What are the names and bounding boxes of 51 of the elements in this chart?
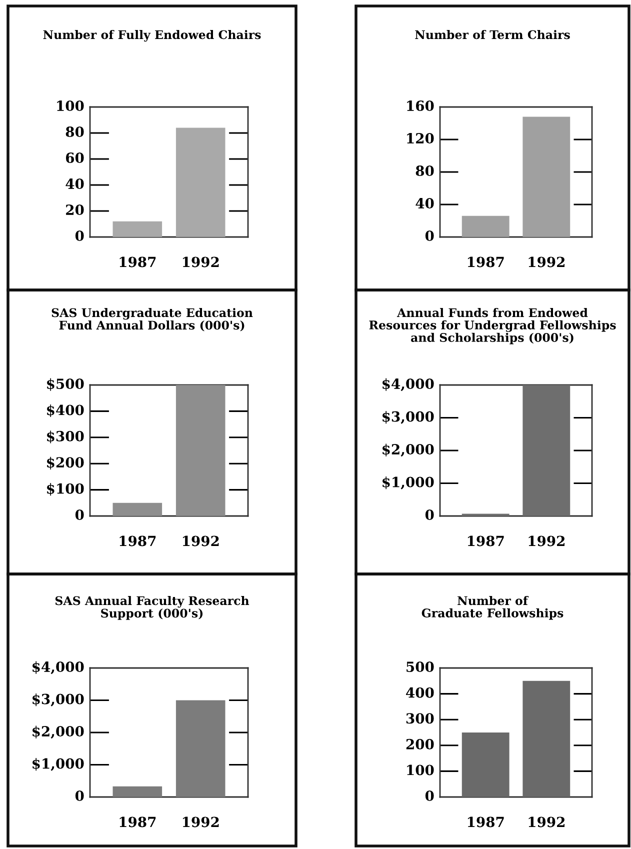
y-tick-label: 100 [57, 100, 84, 112]
y-tick-label: $200 [47, 456, 84, 470]
y-tick-label: $3,000 [382, 411, 434, 424]
y-tick-label: 0 [75, 790, 84, 802]
y-tick-label: $4,000 [382, 378, 434, 392]
y-tick-label: 120 [407, 133, 434, 144]
x-tick-label: 1992 [182, 256, 219, 268]
y-tick-label: $1,000 [382, 476, 434, 490]
y-tick-label: 0 [75, 230, 84, 242]
x-tick-label: 1987 [468, 536, 504, 546]
y-tick-label: $4,000 [32, 661, 84, 674]
x-tick-label: 1987 [468, 256, 504, 268]
y-tick-label: 400 [406, 687, 434, 698]
y-tick-label: $300 [47, 430, 84, 444]
y-tick-label: $100 [47, 483, 84, 496]
y-tick-label: 300 [406, 713, 434, 724]
y-tick-label: 100 [407, 764, 434, 776]
y-tick-label: $400 [47, 404, 84, 418]
y-tick-label: 0 [425, 230, 434, 242]
y-tick-label: 80 [416, 166, 434, 176]
x-tick-label: 1987 [120, 536, 156, 546]
y-tick-label: 40 [416, 198, 434, 209]
y-tick-label: 160 [407, 100, 434, 112]
y-tick-label: 500 [406, 662, 434, 672]
chart-title: SAS Undergraduate Education Fund Annual Dollars (000's) [52, 308, 253, 332]
x-tick-label: 1992 [528, 816, 564, 828]
x-tick-label: 1992 [528, 536, 564, 546]
chart-title: Annual Funds from Endowed Resources for Undergrad Fellowships and Scholarships (000's) [369, 308, 616, 344]
chart-title: Number of Term Chairs [415, 30, 570, 40]
y-tick-label: 0 [425, 510, 434, 520]
chart-title: Number of Graduate Fellowships [422, 596, 564, 620]
chart-title: SAS Annual Faculty Research Support (000's) [55, 596, 250, 620]
y-tick-label: $2,000 [382, 444, 434, 457]
x-tick-label: 1987 [468, 816, 504, 828]
y-tick-label: $2,000 [32, 726, 84, 739]
y-tick-label: 40 [66, 178, 84, 190]
chart-title: Number of Fully Endowed Chairs [43, 30, 261, 42]
y-tick-label: 200 [406, 738, 434, 750]
y-tick-label: 80 [66, 126, 84, 138]
x-tick-label: 1992 [528, 256, 564, 268]
y-tick-label: $500 [47, 378, 84, 391]
x-tick-label: 1987 [120, 256, 156, 268]
y-tick-label: $3,000 [32, 694, 84, 706]
x-tick-label: 1992 [182, 536, 219, 546]
x-tick-label: 1987 [120, 816, 156, 828]
y-tick-label: 60 [66, 152, 84, 164]
y-tick-label: $1,000 [32, 758, 84, 771]
y-tick-label: 0 [75, 510, 84, 520]
y-tick-label: 0 [425, 790, 434, 802]
x-tick-label: 1992 [182, 816, 219, 828]
y-tick-label: 20 [66, 204, 84, 216]
